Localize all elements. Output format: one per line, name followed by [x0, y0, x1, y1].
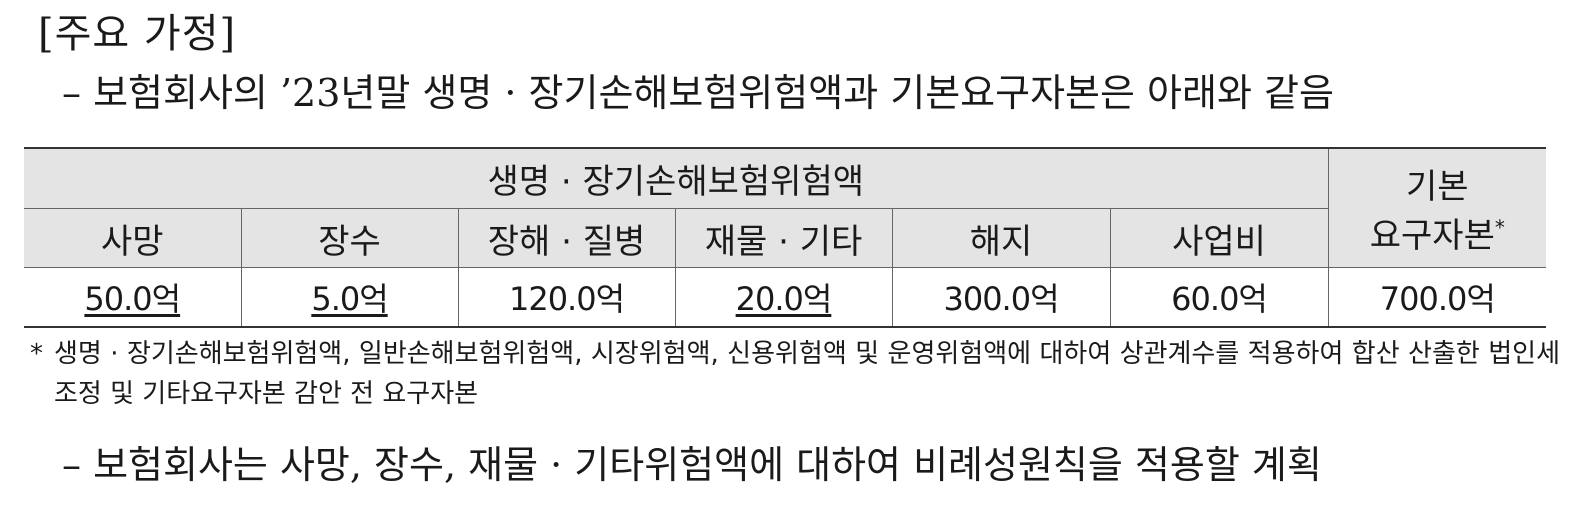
risk-table: 생명 · 장기손해보험위험액 기본 요구자본* 사망 장수 장해 · 질병 재물… — [24, 147, 1547, 328]
col-header-disability: 장해 · 질병 — [457, 208, 676, 268]
assumption-bullet-1: – 보험회사의 ’23년말 생명 · 장기손해보험위험액과 기본요구자본은 아래… — [62, 71, 1334, 115]
risk-group-header: 생명 · 장기손해보험위험액 — [24, 147, 1329, 209]
cell-disability: 120.0억 — [457, 267, 676, 328]
footnote: * 생명 · 장기손해보험위험액, 일반손해보험위험액, 시장위험액, 신용위험… — [30, 334, 1560, 414]
cell-expense: 60.0억 — [1109, 267, 1329, 328]
footnote-text: 생명 · 장기손해보험위험액, 일반손해보험위험액, 시장위험액, 신용위험액 … — [54, 339, 1560, 409]
col-header-mortality: 사망 — [24, 208, 242, 268]
cell-longevity: 5.0억 — [240, 267, 459, 328]
col-header-property: 재물 · 기타 — [674, 208, 893, 268]
table-row: 50.0억 5.0억 120.0억 20.0억 300.0억 60.0억 700… — [24, 267, 1547, 328]
basic-capital-header-line1: 기본 — [1406, 167, 1469, 207]
assumption-bullet-2: – 보험회사는 사망, 장수, 재물 · 기타위험액에 대하여 비례성원칙을 적… — [62, 443, 1322, 487]
cell-property: 20.0억 — [674, 267, 893, 328]
col-header-lapse: 해지 — [891, 208, 1111, 268]
cell-lapse: 300.0억 — [891, 267, 1111, 328]
footnote-mark: * — [30, 339, 43, 369]
col-header-expense: 사업비 — [1109, 208, 1329, 268]
cell-basic-capital: 700.0억 — [1327, 267, 1547, 328]
footnote-ref: * — [1494, 215, 1505, 240]
basic-capital-header: 기본 요구자본* — [1327, 147, 1547, 268]
col-header-longevity: 장수 — [240, 208, 459, 268]
cell-mortality: 50.0억 — [24, 267, 242, 328]
section-title: [주요 가정] — [38, 11, 237, 57]
basic-capital-header-line2: 요구자본 — [1369, 216, 1495, 256]
